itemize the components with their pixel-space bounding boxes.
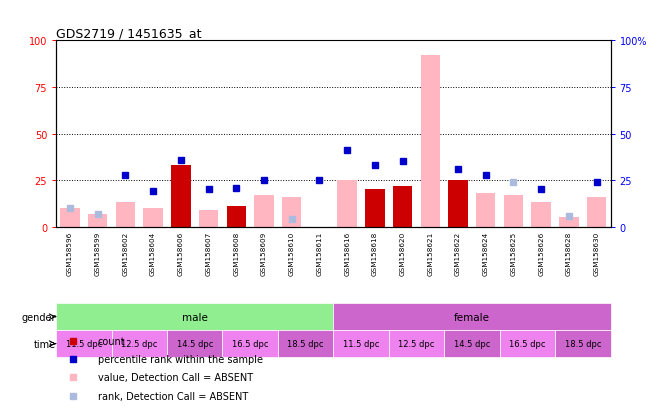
Text: 12.5 dpc: 12.5 dpc: [121, 339, 158, 348]
Text: GDS2719 / 1451635_at: GDS2719 / 1451635_at: [56, 27, 201, 40]
Text: GSM158609: GSM158609: [261, 231, 267, 275]
Text: rank, Detection Call = ABSENT: rank, Detection Call = ABSENT: [98, 391, 248, 401]
Text: GSM158620: GSM158620: [399, 231, 406, 275]
Text: GSM158630: GSM158630: [593, 231, 600, 275]
Bar: [500, 330, 555, 357]
Text: GSM158607: GSM158607: [205, 231, 212, 275]
Text: GSM158625: GSM158625: [510, 231, 517, 275]
Bar: [531, 203, 551, 227]
Bar: [365, 190, 385, 227]
Bar: [559, 218, 579, 227]
Text: GSM158596: GSM158596: [67, 231, 73, 275]
Text: 16.5 dpc: 16.5 dpc: [509, 339, 546, 348]
Bar: [226, 206, 246, 227]
Bar: [282, 197, 302, 227]
Text: GSM158621: GSM158621: [427, 231, 434, 275]
Text: GSM158628: GSM158628: [566, 231, 572, 275]
Bar: [333, 330, 389, 357]
Bar: [448, 181, 468, 227]
Bar: [333, 304, 610, 330]
Text: GSM158611: GSM158611: [316, 231, 323, 275]
Text: percentile rank within the sample: percentile rank within the sample: [98, 354, 263, 364]
Text: 18.5 dpc: 18.5 dpc: [564, 339, 601, 348]
Bar: [115, 203, 135, 227]
Bar: [444, 330, 500, 357]
Bar: [167, 330, 222, 357]
Text: 11.5 dpc: 11.5 dpc: [65, 339, 102, 348]
Text: time: time: [34, 339, 55, 349]
Bar: [476, 194, 496, 227]
Bar: [222, 330, 278, 357]
Bar: [56, 330, 112, 357]
Bar: [254, 196, 274, 227]
Bar: [143, 209, 163, 227]
Text: 14.5 dpc: 14.5 dpc: [453, 339, 490, 348]
Text: GSM158599: GSM158599: [94, 231, 101, 275]
Text: GSM158604: GSM158604: [150, 231, 156, 275]
Bar: [171, 166, 191, 227]
Text: 11.5 dpc: 11.5 dpc: [343, 339, 380, 348]
Text: value, Detection Call = ABSENT: value, Detection Call = ABSENT: [98, 373, 253, 382]
Bar: [337, 181, 357, 227]
Text: GSM158618: GSM158618: [372, 231, 378, 275]
Text: 16.5 dpc: 16.5 dpc: [232, 339, 269, 348]
Bar: [393, 186, 412, 227]
Bar: [555, 330, 610, 357]
Bar: [504, 196, 523, 227]
Text: GSM158626: GSM158626: [538, 231, 544, 275]
Text: GSM158602: GSM158602: [122, 231, 129, 275]
Text: GSM158608: GSM158608: [233, 231, 240, 275]
Bar: [56, 304, 333, 330]
Text: GSM158624: GSM158624: [482, 231, 489, 275]
Bar: [389, 330, 444, 357]
Text: GSM158622: GSM158622: [455, 231, 461, 275]
Text: GSM158606: GSM158606: [178, 231, 184, 275]
Bar: [420, 56, 440, 227]
Text: 12.5 dpc: 12.5 dpc: [398, 339, 435, 348]
Text: male: male: [182, 312, 208, 322]
Text: 14.5 dpc: 14.5 dpc: [176, 339, 213, 348]
Bar: [587, 197, 607, 227]
Bar: [88, 214, 108, 227]
Text: gender: gender: [21, 312, 55, 322]
Text: female: female: [454, 312, 490, 322]
Text: GSM158616: GSM158616: [344, 231, 350, 275]
Bar: [112, 330, 167, 357]
Text: 18.5 dpc: 18.5 dpc: [287, 339, 324, 348]
Text: count: count: [98, 336, 125, 346]
Bar: [278, 330, 333, 357]
Text: GSM158610: GSM158610: [288, 231, 295, 275]
Bar: [60, 209, 80, 227]
Bar: [199, 211, 218, 227]
